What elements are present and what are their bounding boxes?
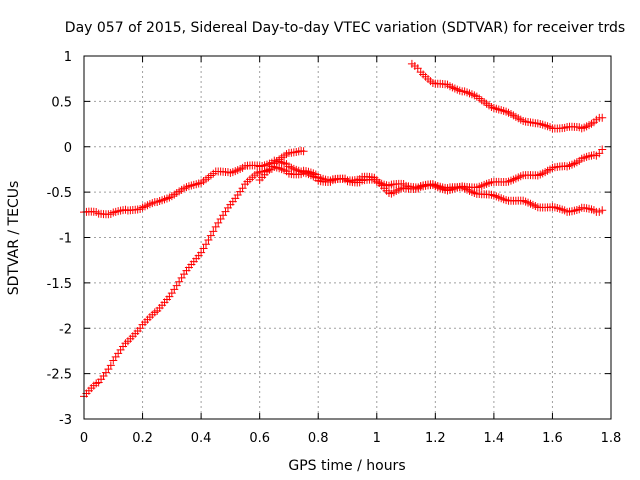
x-tick-label: 0.8 <box>308 431 329 446</box>
data-point <box>238 184 247 193</box>
data-point <box>201 240 210 249</box>
y-tick-label: -3 <box>59 413 72 428</box>
x-tick-label: 0.6 <box>249 431 270 446</box>
y-tick-label: -2 <box>59 322 72 337</box>
x-tick-label: 1.4 <box>484 431 505 446</box>
x-axis-ticks: 0 0.2 0.4 0.6 0.8 1 1.2 1.4 1.6 1.8 <box>80 56 621 446</box>
data-point <box>106 361 115 370</box>
y-tick-label: -1 <box>59 232 72 247</box>
series-track-d <box>407 59 607 133</box>
x-tick-label: 0.4 <box>191 431 212 446</box>
y-axis-title: SDTVAR / TECUs <box>6 181 22 296</box>
data-point <box>598 206 607 215</box>
y-tick-label: -0.5 <box>47 186 72 201</box>
y-tick-label: 1 <box>64 50 72 65</box>
y-tick-label: 0.5 <box>51 95 72 110</box>
x-axis-title: GPS time / hours <box>288 458 405 474</box>
chart-title: Day 057 of 2015, Sidereal Day-to-day VTE… <box>65 20 625 36</box>
x-tick-label: 1 <box>373 431 381 446</box>
data-point <box>598 113 607 122</box>
data-point <box>206 231 215 240</box>
series-track-b <box>80 145 607 401</box>
data-point <box>204 235 213 244</box>
x-tick-label: 1.8 <box>601 431 622 446</box>
y-tick-label: -2.5 <box>47 368 72 383</box>
series-track-c <box>255 146 308 184</box>
data-points <box>80 59 607 401</box>
y-axis-ticks: 1 0.5 0 -0.5 -1 -1.5 -2 -2.5 -3 <box>47 50 611 428</box>
data-point <box>598 145 607 154</box>
series-track-a <box>80 156 607 219</box>
data-point <box>299 147 308 156</box>
data-point <box>199 244 208 253</box>
data-point <box>209 227 218 236</box>
y-tick-label: 0 <box>64 141 72 156</box>
x-tick-label: 0.2 <box>132 431 153 446</box>
grid-lines <box>84 56 611 419</box>
y-tick-label: -1.5 <box>47 277 72 292</box>
x-tick-label: 0 <box>80 431 88 446</box>
x-tick-label: 1.6 <box>542 431 563 446</box>
x-tick-label: 1.2 <box>425 431 446 446</box>
data-point <box>197 248 206 257</box>
plot-frame <box>83 55 612 420</box>
